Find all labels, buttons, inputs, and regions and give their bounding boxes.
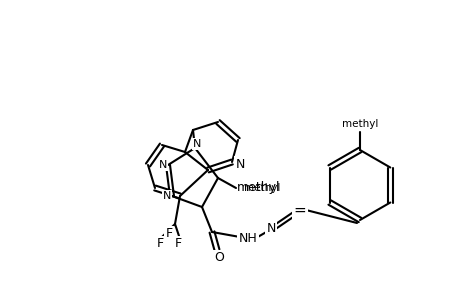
Text: methyl: methyl — [236, 182, 280, 194]
Text: NH: NH — [238, 232, 257, 245]
Text: F: F — [156, 238, 163, 250]
Text: F: F — [174, 238, 181, 250]
Text: O: O — [213, 251, 224, 265]
Text: N: N — [235, 158, 244, 170]
Text: methyl: methyl — [341, 119, 377, 129]
Text: =: = — [293, 202, 306, 217]
Text: F: F — [165, 227, 172, 241]
Text: N: N — [192, 139, 201, 149]
Text: N: N — [162, 191, 171, 201]
Text: N: N — [266, 223, 275, 236]
Text: N: N — [158, 160, 167, 170]
Text: methyl: methyl — [243, 183, 280, 193]
